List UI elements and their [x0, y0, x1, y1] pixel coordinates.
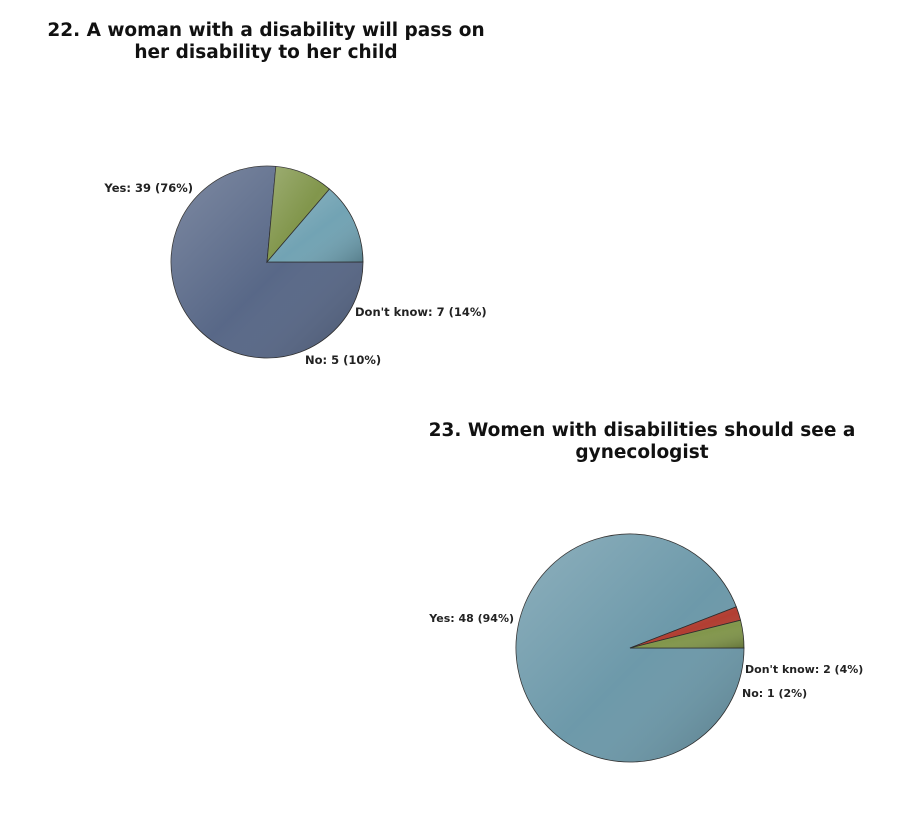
pie-1-slice-no-shading: [267, 166, 330, 262]
pie-2-slice-no-label: No: 1 (2%): [742, 687, 807, 700]
chart-title-22: 22. A woman with a disability will pass …: [0, 20, 532, 64]
pie-2-slice-don-t-know-shading: [630, 620, 744, 648]
chart-title-22-line-2: her disability to her child: [134, 42, 398, 63]
pie-chart-22: Yes: 39 (76%) No: 5 (10%) Don't know: 7 (1…: [103, 165, 487, 367]
chart-title-22-line-1: 22. A woman with a disability will pass …: [47, 20, 485, 41]
pie-2-slice-no-shading: [630, 606, 741, 648]
pie-2-slice-don-t-know-label: Don't know: 2 (4%): [745, 663, 863, 676]
chart-title-23: 23. Women with disabilities should see a…: [392, 420, 892, 464]
pie-1-slice-yes-label: Yes: 39 (76%): [103, 181, 193, 195]
chart-title-23-line-2: gynecologist: [575, 442, 709, 463]
pie-1-slice-don-t-know-label: Don't know: 7 (14%): [355, 305, 487, 319]
pie-1-slice-don-t-know-shading: [267, 189, 363, 262]
pie-1-slice-no-label: No: 5 (10%): [305, 353, 381, 367]
pie-2-slice-yes-label: Yes: 48 (94%): [428, 612, 514, 625]
chart-title-23-line-1: 23. Women with disabilities should see a: [428, 420, 856, 441]
pie-chart-23: Yes: 48 (94%) No: 1 (2%) Don't know: 2 (4%…: [428, 533, 863, 763]
